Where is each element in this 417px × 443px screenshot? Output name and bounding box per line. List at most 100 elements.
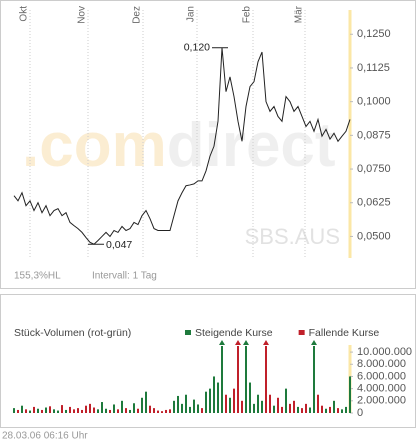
volume-bar (101, 402, 103, 413)
volume-bar (69, 406, 71, 413)
volume-bar (241, 400, 243, 413)
volume-bar (197, 404, 199, 413)
volume-bar (209, 388, 211, 413)
volume-bar (325, 408, 327, 413)
volume-bar (321, 405, 323, 413)
volume-bar (109, 409, 111, 413)
y-tick-label: 0,0750 (357, 163, 391, 175)
volume-bar (273, 405, 275, 413)
volume-bar (97, 409, 99, 413)
volume-bar (261, 400, 263, 413)
volume-bar (329, 406, 331, 413)
footer: 28.03.06 06:16 Uhr (2, 431, 88, 442)
volume-bar (237, 346, 239, 413)
x-tick-label: Mär (294, 5, 305, 23)
low-label: 0,047 (106, 239, 132, 251)
volume-bar (141, 397, 143, 413)
volume-bar (29, 410, 31, 413)
y-tick-label: 0,1250 (357, 28, 391, 40)
volume-bar (21, 405, 23, 413)
volume-bar (289, 403, 291, 413)
volume-bar (185, 394, 187, 413)
volume-bar (49, 406, 51, 413)
y-tick-label: 0,1000 (357, 96, 391, 108)
volume-bar (309, 407, 311, 413)
volume-bar (153, 408, 155, 413)
volume-bar (257, 394, 259, 413)
y-tick-label: 0,0625 (357, 197, 391, 209)
volume-bar (117, 409, 119, 413)
volume-bar (145, 391, 147, 413)
volume-bar (269, 394, 271, 413)
volume-bar (317, 394, 319, 413)
x-tick-label: Jan (186, 6, 197, 22)
volume-bar (297, 406, 299, 413)
volume-bar (73, 409, 75, 413)
legend-swatch (185, 330, 191, 335)
volume-bar (57, 410, 59, 413)
volume-bar (41, 409, 43, 413)
volume-bar (17, 409, 19, 413)
volume-bar (173, 400, 175, 413)
volume-bar (33, 406, 35, 413)
volume-bar (229, 397, 231, 413)
volume-bar (25, 409, 27, 413)
x-tick-label: Feb (242, 6, 253, 24)
volume-bar (301, 408, 303, 413)
volume-bar (349, 376, 351, 413)
watermark-left: .com (22, 111, 167, 180)
volume-bar (149, 405, 151, 413)
y-tick-label: 0,0875 (357, 129, 391, 141)
volume-bar (53, 409, 55, 413)
volume-bar (333, 400, 335, 413)
x-tick-label: Dez (132, 6, 143, 24)
y-tick-label: 0,0500 (357, 230, 391, 242)
volume-bar (205, 391, 207, 413)
volume-bar (217, 382, 219, 413)
volume-bar (305, 403, 307, 413)
overflow-arrow (311, 340, 317, 345)
volume-title: Stück-Volumen (rot-grün) (14, 327, 131, 339)
y-tick-label: 4.000.000 (357, 383, 406, 395)
volume-bar (165, 409, 167, 413)
volume-bar (221, 346, 223, 413)
volume-bar (181, 403, 183, 413)
legend-label: Fallende Kurse (309, 327, 380, 339)
volume-bar (177, 395, 179, 413)
watermark-symbol: SBS.AUS (245, 224, 340, 249)
legend-label: Steigende Kurse (195, 327, 273, 339)
volume-bar (201, 408, 203, 413)
volume-bar (293, 400, 295, 413)
volume-bar (213, 376, 215, 413)
volume-bar (65, 409, 67, 413)
volume-bar (233, 388, 235, 413)
volume-bar (129, 409, 131, 413)
footnote: Intervall: 1 Tag (92, 271, 157, 282)
x-tick-label: Nov (77, 6, 88, 24)
volume-bar (265, 346, 267, 413)
volume-bar (61, 405, 63, 413)
high-label: 0,120 (184, 42, 210, 54)
volume-bar (121, 400, 123, 413)
volume-bar (281, 406, 283, 413)
watermark: .comdirect (22, 111, 336, 180)
y-tick-label: 0,1125 (357, 62, 390, 74)
x-tick-label: Okt (19, 6, 30, 22)
watermark-right: direct (167, 111, 336, 180)
volume-bar (137, 408, 139, 413)
volume-bar (189, 406, 191, 413)
volume-bar (249, 382, 251, 413)
volume-bar (285, 388, 287, 413)
y-tick-label: 10.000.000 (357, 346, 412, 358)
volume-bar (85, 405, 87, 413)
volume-bar (93, 407, 95, 413)
price-panel (0, 0, 416, 289)
overflow-arrow (243, 340, 249, 345)
volume-bar (337, 408, 339, 413)
volume-bar (77, 408, 79, 413)
y-tick-label: 2.000.000 (357, 395, 406, 407)
overflow-arrow (263, 340, 269, 345)
overflow-arrow (235, 340, 241, 345)
volume-bar (125, 408, 127, 413)
